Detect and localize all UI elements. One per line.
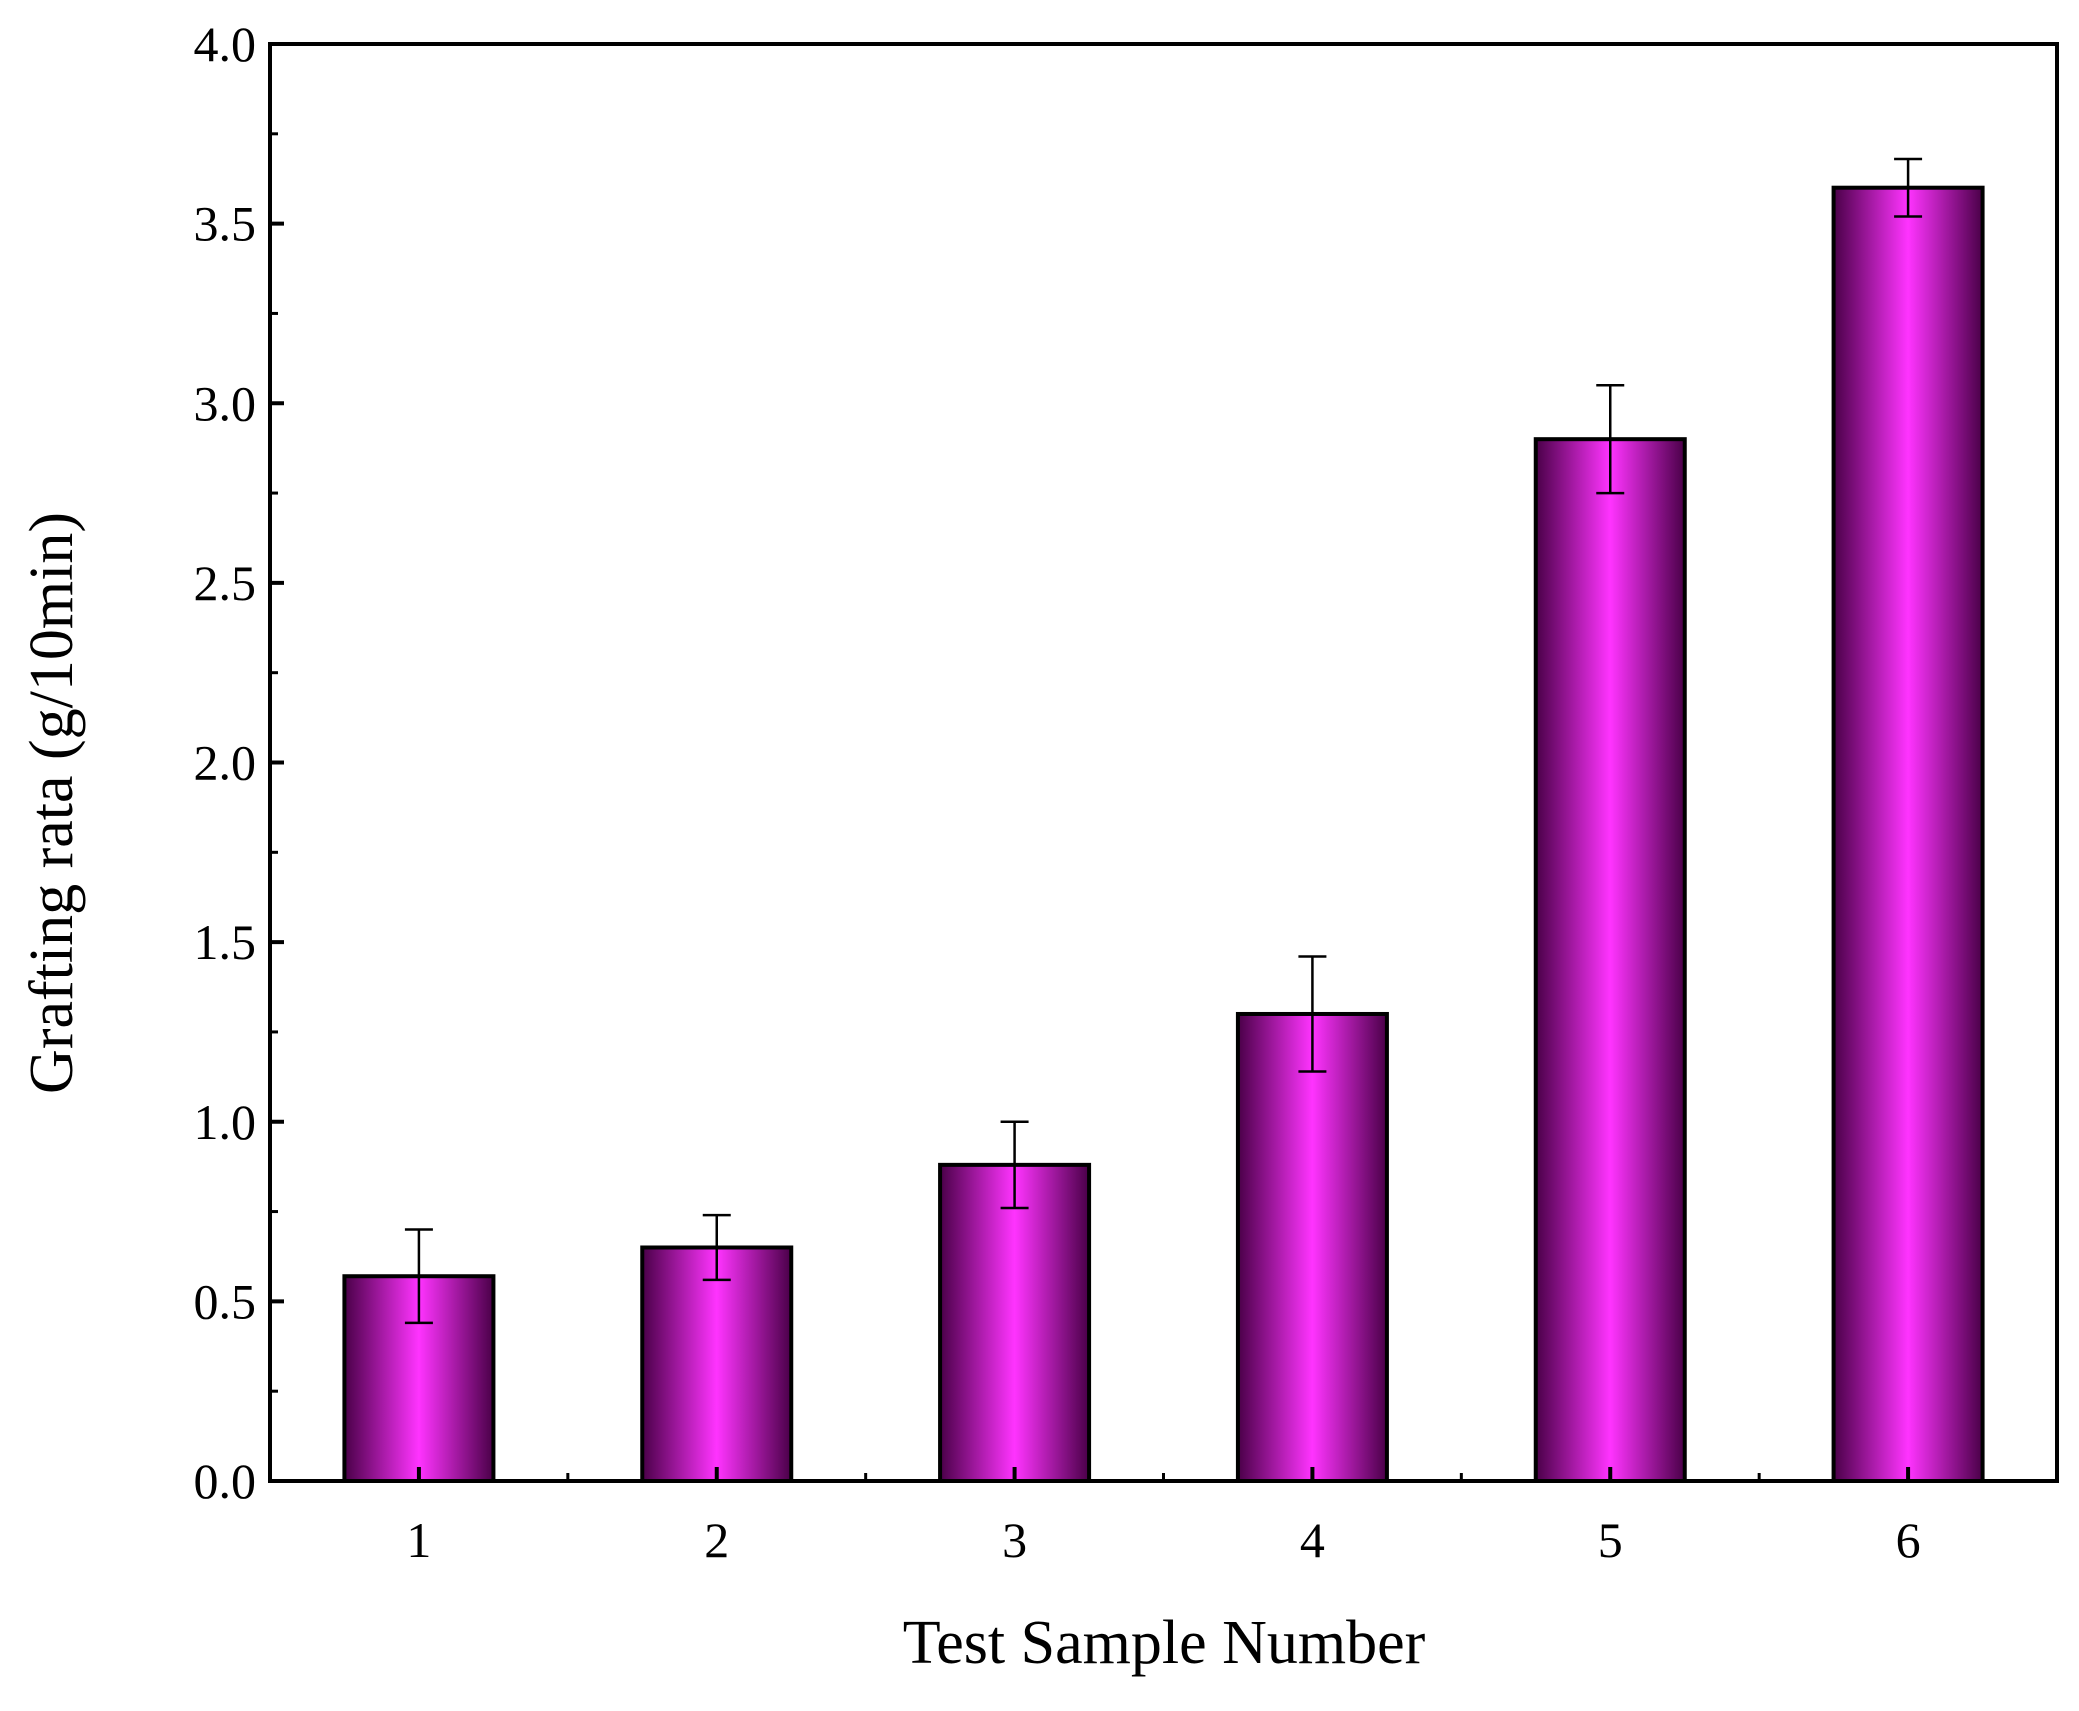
bar-4 (1235, 1011, 1389, 1483)
bar-6 (1831, 185, 1985, 1484)
x-tick-label: 2 (704, 1512, 729, 1568)
error-bar-1 (404, 1228, 433, 1325)
error-bar-2 (702, 1213, 731, 1282)
bar-2 (640, 1245, 794, 1484)
error-bars-group (404, 157, 1923, 1325)
y-tick-label: 1.5 (194, 914, 257, 970)
y-tick-label: 3.5 (194, 196, 257, 252)
y-tick-label: 2.5 (194, 555, 257, 611)
bars-group (342, 185, 1985, 1484)
error-bar-6 (1894, 157, 1923, 218)
x-tick-label: 5 (1598, 1512, 1623, 1568)
bar-5 (1533, 437, 1687, 1483)
y-tick-label: 1.0 (194, 1094, 257, 1150)
x-tick-label: 1 (406, 1512, 431, 1568)
error-bar-4 (1298, 955, 1327, 1073)
y-tick-label: 0.0 (194, 1453, 257, 1509)
error-bar-5 (1596, 384, 1625, 495)
axes-group: 0.0 0.5 1.0 1.5 2.0 2.5 3.0 3.5 4.0 1 2 3 4 5 6 (194, 16, 2059, 1568)
y-tick-label: 4.0 (194, 16, 257, 72)
y-tick-label: 0.5 (194, 1273, 257, 1329)
y-tick-label: 3.0 (194, 375, 257, 431)
x-axis-title: Test Sample Number (903, 1609, 1426, 1677)
bar-3 (938, 1162, 1092, 1483)
x-tick-label: 4 (1300, 1512, 1325, 1568)
plot-frame (268, 42, 2059, 1483)
x-tick-label: 6 (1896, 1512, 1921, 1568)
y-axis-title: Grafting rata (g/10min) (18, 512, 86, 1094)
y-tick-label: 2.0 (194, 735, 257, 791)
x-tick-label: 3 (1002, 1512, 1027, 1568)
error-bar-3 (1000, 1120, 1029, 1210)
